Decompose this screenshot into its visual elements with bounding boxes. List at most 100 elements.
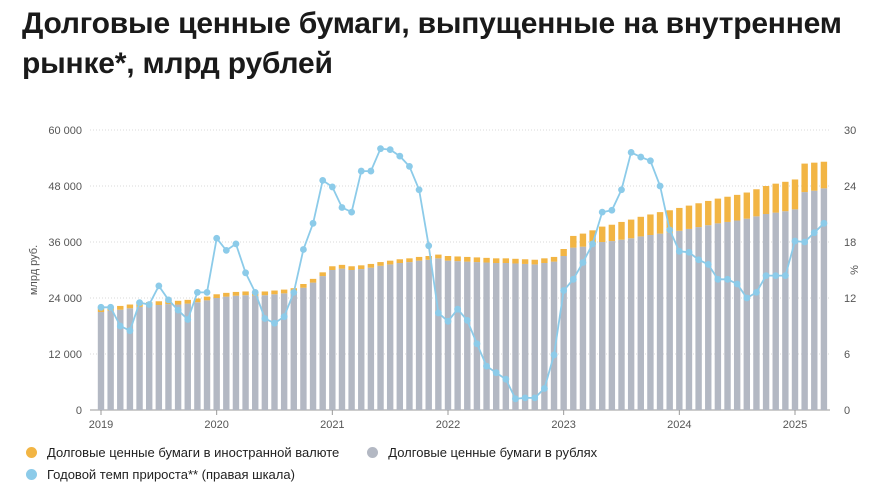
bar-rubles bbox=[425, 259, 432, 410]
bar-foreign bbox=[502, 258, 510, 263]
growth-point bbox=[213, 234, 221, 242]
bar-rubles bbox=[136, 306, 143, 410]
bar-foreign bbox=[733, 194, 741, 221]
bar-rubles bbox=[531, 264, 538, 410]
growth-point bbox=[357, 167, 365, 175]
growth-point bbox=[560, 287, 568, 294]
bar-rubles bbox=[608, 241, 616, 410]
growth-line bbox=[101, 147, 825, 400]
bar-foreign bbox=[492, 258, 500, 263]
bar-rubles bbox=[213, 298, 220, 410]
bar-rubles bbox=[627, 238, 635, 410]
chart-title: Долговые ценные бумаги, выпущенные на вн… bbox=[22, 7, 842, 80]
growth-point bbox=[647, 157, 654, 165]
bar-rubles bbox=[801, 192, 808, 410]
x-tick-label: 2023 bbox=[551, 419, 575, 431]
bar-foreign bbox=[444, 256, 452, 261]
growth-point bbox=[473, 340, 481, 348]
bar-rubles bbox=[811, 190, 818, 410]
legend-label-rubles: Долговые ценные бумаги в рублях bbox=[388, 444, 598, 460]
bar-foreign bbox=[473, 257, 481, 263]
growth-point bbox=[367, 167, 375, 175]
bar-foreign bbox=[550, 256, 558, 262]
bar-rubles bbox=[647, 235, 654, 410]
bar-foreign bbox=[454, 256, 461, 262]
bar-foreign bbox=[521, 259, 529, 264]
bar-rubles bbox=[589, 244, 596, 410]
bar-foreign bbox=[464, 256, 471, 262]
bar-rubles bbox=[174, 304, 182, 410]
growth-point bbox=[637, 153, 645, 161]
bar-rubles bbox=[820, 188, 828, 410]
bar-rubles bbox=[618, 239, 625, 410]
bar-rubles bbox=[599, 242, 606, 410]
bar-foreign bbox=[194, 298, 201, 303]
growth-point bbox=[714, 275, 722, 283]
bar-rubles bbox=[242, 295, 249, 410]
growth-point bbox=[569, 275, 577, 283]
bar-foreign bbox=[560, 249, 567, 256]
growth-point bbox=[300, 246, 307, 253]
y-right-tick-label: 18 bbox=[844, 237, 856, 249]
bar-foreign bbox=[705, 200, 712, 226]
bar-rubles bbox=[714, 223, 722, 410]
bar-foreign bbox=[425, 256, 432, 260]
growth-point bbox=[589, 240, 596, 248]
bar-foreign bbox=[396, 259, 404, 263]
bar-rubles bbox=[329, 270, 336, 410]
bar-foreign bbox=[367, 263, 375, 268]
growth-point bbox=[184, 316, 192, 323]
y-right-tick-label: 12 bbox=[844, 293, 856, 305]
bar-foreign bbox=[300, 284, 307, 288]
growth-point bbox=[502, 375, 510, 383]
bar-rubles bbox=[541, 263, 548, 410]
y-left-tick-label: 48 000 bbox=[48, 181, 82, 193]
bar-foreign bbox=[174, 300, 182, 305]
growth-point bbox=[97, 303, 105, 311]
growth-point bbox=[704, 261, 712, 268]
bar-rubles bbox=[126, 308, 134, 410]
growth-point bbox=[126, 327, 134, 335]
bar-rubles bbox=[502, 263, 510, 410]
bar-foreign bbox=[608, 224, 616, 242]
growth-point bbox=[165, 296, 172, 304]
y-right-tick-label: 0 bbox=[844, 405, 850, 417]
x-tick-label: 2025 bbox=[783, 419, 807, 431]
growth-point bbox=[685, 248, 693, 256]
growth-point bbox=[656, 182, 664, 190]
y-right-axis-label: % bbox=[849, 265, 861, 275]
growth-point bbox=[386, 146, 394, 154]
bar-rubles bbox=[512, 263, 519, 410]
growth-point bbox=[136, 299, 143, 307]
growth-point bbox=[406, 163, 413, 170]
x-tick-label: 2021 bbox=[320, 419, 344, 431]
bar-rubles bbox=[570, 247, 577, 410]
growth-point bbox=[251, 289, 259, 296]
bar-foreign bbox=[329, 266, 336, 270]
bar-rubles bbox=[550, 261, 558, 410]
bar-rubles bbox=[483, 262, 490, 410]
bar-rubles bbox=[492, 263, 500, 410]
bar-foreign bbox=[782, 181, 789, 212]
bar-rubles bbox=[733, 220, 741, 410]
legend-item-foreign: Долговые ценные бумаги в иностранной вал… bbox=[26, 445, 339, 460]
growth-point bbox=[762, 272, 770, 279]
bar-rubles bbox=[290, 291, 297, 410]
bar-rubles bbox=[676, 230, 683, 410]
x-tick-label: 2022 bbox=[436, 419, 460, 431]
legend-swatch-foreign bbox=[26, 446, 37, 458]
growth-point bbox=[338, 204, 346, 211]
y-left-tick-label: 12 000 bbox=[48, 349, 82, 361]
bar-rubles bbox=[782, 211, 789, 410]
growth-point bbox=[396, 152, 404, 160]
growth-point bbox=[724, 275, 731, 283]
bar-foreign bbox=[358, 265, 365, 270]
bar-foreign bbox=[666, 210, 673, 233]
bar-foreign bbox=[801, 163, 808, 193]
bar-foreign bbox=[512, 258, 519, 264]
growth-point bbox=[242, 269, 249, 277]
bar-rubles bbox=[406, 262, 413, 410]
growth-point bbox=[193, 289, 201, 296]
growth-point bbox=[415, 186, 423, 194]
bar-rubles bbox=[685, 228, 693, 410]
